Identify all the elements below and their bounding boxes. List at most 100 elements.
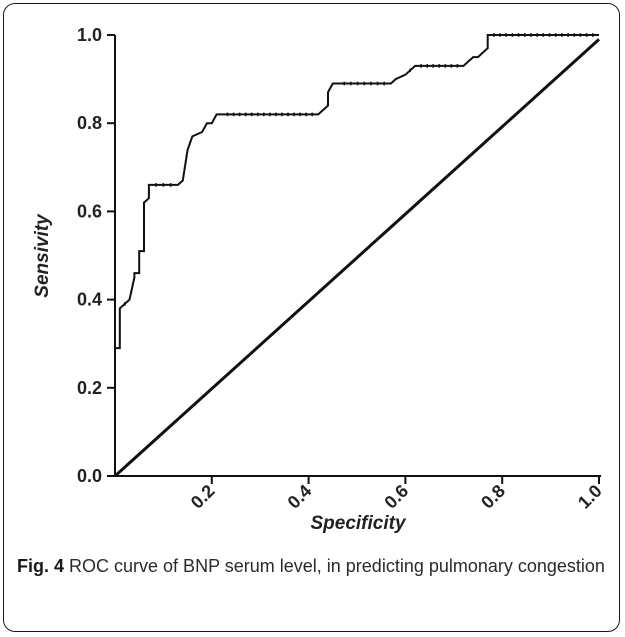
y-tick-label: 0.4 bbox=[77, 290, 102, 310]
roc-marker bbox=[114, 413, 116, 417]
roc-marker bbox=[114, 431, 116, 436]
roc-marker bbox=[356, 81, 359, 86]
y-axis-title: Sensivity bbox=[32, 213, 53, 298]
roc-marker bbox=[305, 112, 307, 117]
roc-marker bbox=[114, 437, 116, 442]
roc-marker bbox=[567, 33, 569, 37]
roc-marker bbox=[169, 183, 172, 187]
roc-marker bbox=[524, 33, 526, 37]
roc-marker bbox=[143, 231, 145, 235]
roc-marker bbox=[263, 112, 265, 117]
series-group bbox=[113, 33, 601, 478]
roc-marker bbox=[420, 64, 422, 68]
roc-marker bbox=[119, 339, 121, 344]
roc-marker bbox=[119, 313, 121, 317]
figure-frame bbox=[3, 3, 620, 632]
roc-marker bbox=[530, 33, 532, 37]
roc-marker bbox=[131, 283, 134, 287]
roc-marker bbox=[561, 33, 563, 37]
roc-marker bbox=[269, 112, 271, 117]
roc-marker bbox=[114, 376, 116, 381]
roc-marker bbox=[143, 243, 145, 247]
roc-marker bbox=[493, 33, 495, 37]
roc-marker bbox=[257, 112, 259, 117]
roc-marker bbox=[184, 160, 187, 164]
x-tick-label: 1.0 bbox=[574, 481, 606, 513]
roc-marker bbox=[143, 206, 145, 211]
roc-marker bbox=[579, 33, 582, 37]
roc-marker bbox=[143, 225, 145, 229]
roc-marker bbox=[114, 358, 116, 363]
y-tick-label: 0.2 bbox=[77, 378, 102, 398]
roc-marker bbox=[511, 33, 514, 37]
roc-marker bbox=[370, 81, 372, 86]
roc-marker bbox=[585, 33, 588, 37]
roc-marker bbox=[450, 64, 453, 68]
roc-marker bbox=[250, 112, 253, 117]
roc-marker bbox=[114, 443, 116, 448]
caption-label: Fig. 4 bbox=[17, 556, 65, 576]
roc-marker bbox=[536, 33, 538, 37]
roc-marker bbox=[114, 419, 116, 423]
roc-marker bbox=[114, 401, 116, 405]
roc-marker bbox=[432, 64, 434, 68]
roc-marker bbox=[238, 112, 241, 117]
roc-marker bbox=[114, 388, 116, 393]
y-tick-label: 0.6 bbox=[77, 201, 102, 221]
roc-marker bbox=[438, 64, 441, 68]
roc-marker bbox=[409, 68, 411, 73]
roc-marker bbox=[143, 212, 145, 217]
roc-marker bbox=[143, 237, 145, 241]
roc-marker bbox=[573, 33, 576, 37]
x-tick-label: 0.4 bbox=[284, 481, 316, 513]
roc-marker bbox=[114, 455, 116, 460]
roc-marker bbox=[226, 112, 229, 117]
x-axis-title: Specificity bbox=[310, 513, 406, 534]
roc-marker bbox=[592, 33, 594, 37]
roc-marker bbox=[114, 370, 116, 375]
roc-marker bbox=[130, 290, 132, 294]
roc-marker bbox=[548, 33, 551, 37]
roc-marker bbox=[287, 112, 289, 117]
roc-marker bbox=[114, 352, 116, 356]
roc-marker bbox=[311, 112, 313, 117]
roc-marker bbox=[456, 64, 459, 68]
roc-marker bbox=[185, 154, 188, 158]
roc-marker bbox=[162, 183, 165, 187]
roc-marker bbox=[114, 462, 116, 466]
roc-marker bbox=[183, 166, 186, 170]
roc-marker bbox=[123, 302, 126, 306]
y-tick-label: 1.0 bbox=[77, 25, 102, 45]
roc-marker bbox=[554, 33, 557, 37]
x-axis-ticks: 0.2 0.4 0.6 0.8 1.0 bbox=[187, 476, 606, 513]
roc-marker bbox=[138, 264, 140, 268]
roc-marker bbox=[114, 382, 116, 387]
roc-marker bbox=[155, 183, 157, 187]
roc-marker bbox=[376, 81, 379, 86]
roc-marker bbox=[244, 112, 247, 117]
roc-marker bbox=[327, 97, 329, 101]
x-tick-label: 0.2 bbox=[187, 481, 219, 513]
roc-marker bbox=[143, 219, 145, 223]
roc-marker bbox=[499, 33, 501, 37]
x-tick-label: 0.8 bbox=[477, 481, 509, 513]
roc-marker bbox=[119, 326, 121, 331]
roc-marker bbox=[114, 364, 116, 369]
roc-marker bbox=[148, 189, 150, 194]
reference-line bbox=[113, 38, 601, 478]
roc-marker bbox=[486, 39, 489, 44]
roc-marker bbox=[299, 112, 301, 117]
roc-marker bbox=[363, 81, 366, 86]
roc-marker bbox=[114, 407, 116, 411]
roc-marker bbox=[343, 81, 346, 86]
roc-marker bbox=[232, 112, 235, 117]
roc-marker bbox=[281, 112, 283, 117]
roc-marker bbox=[426, 64, 428, 68]
roc-marker bbox=[517, 33, 520, 37]
roc-marker bbox=[119, 333, 121, 337]
y-axis-ticks: 0.0 0.2 0.4 0.6 0.8 1.0 bbox=[77, 25, 115, 486]
roc-marker bbox=[114, 425, 116, 430]
roc-marker bbox=[542, 33, 545, 37]
roc-marker bbox=[114, 395, 116, 399]
